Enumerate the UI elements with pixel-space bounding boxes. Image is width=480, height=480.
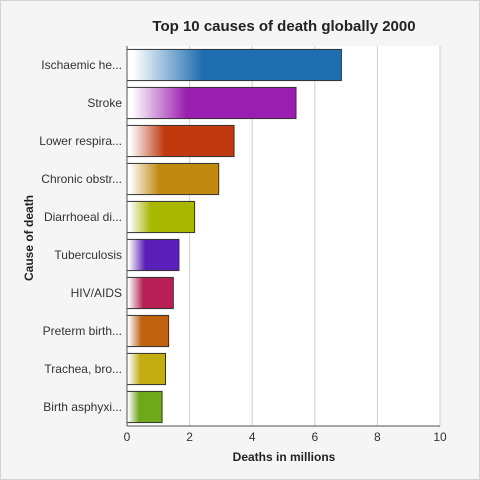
x-tick-label: 2 bbox=[186, 430, 193, 444]
category-labels: Ischaemic he... Stroke Lower respira... Chr… bbox=[39, 58, 122, 414]
y-axis-title: Cause of death bbox=[22, 195, 36, 281]
bar bbox=[126, 162, 220, 196]
category-label: Lower respira... bbox=[39, 134, 122, 148]
bar bbox=[126, 314, 170, 348]
category-label: Preterm birth... bbox=[43, 324, 122, 338]
x-tick-label: 6 bbox=[311, 430, 318, 444]
bar bbox=[126, 86, 297, 120]
x-axis-title: Deaths in millions bbox=[233, 450, 336, 464]
bar bbox=[126, 352, 166, 386]
category-label: Diarrhoeal di... bbox=[44, 210, 122, 224]
category-label: Tuberculosis bbox=[54, 248, 122, 262]
category-label: Birth asphyxi... bbox=[43, 400, 122, 414]
x-tick-label: 4 bbox=[249, 430, 256, 444]
category-label: Chronic obstr... bbox=[41, 172, 122, 186]
x-tick-labels: 0 2 4 6 8 10 bbox=[124, 430, 447, 444]
bar bbox=[126, 124, 235, 158]
bar bbox=[126, 390, 163, 424]
bars bbox=[126, 48, 342, 424]
bar bbox=[126, 238, 180, 272]
category-label: Trachea, bro... bbox=[44, 362, 122, 376]
x-tick-label: 8 bbox=[374, 430, 381, 444]
category-label: Stroke bbox=[87, 96, 122, 110]
x-tick-label: 10 bbox=[433, 430, 447, 444]
x-tick-label: 0 bbox=[124, 430, 131, 444]
category-label: Ischaemic he... bbox=[41, 58, 122, 72]
bar bbox=[126, 200, 196, 234]
chart-title: Top 10 causes of death globally 2000 bbox=[152, 18, 415, 35]
category-label: HIV/AIDS bbox=[71, 286, 122, 300]
bar bbox=[126, 276, 174, 310]
bar bbox=[126, 48, 342, 82]
